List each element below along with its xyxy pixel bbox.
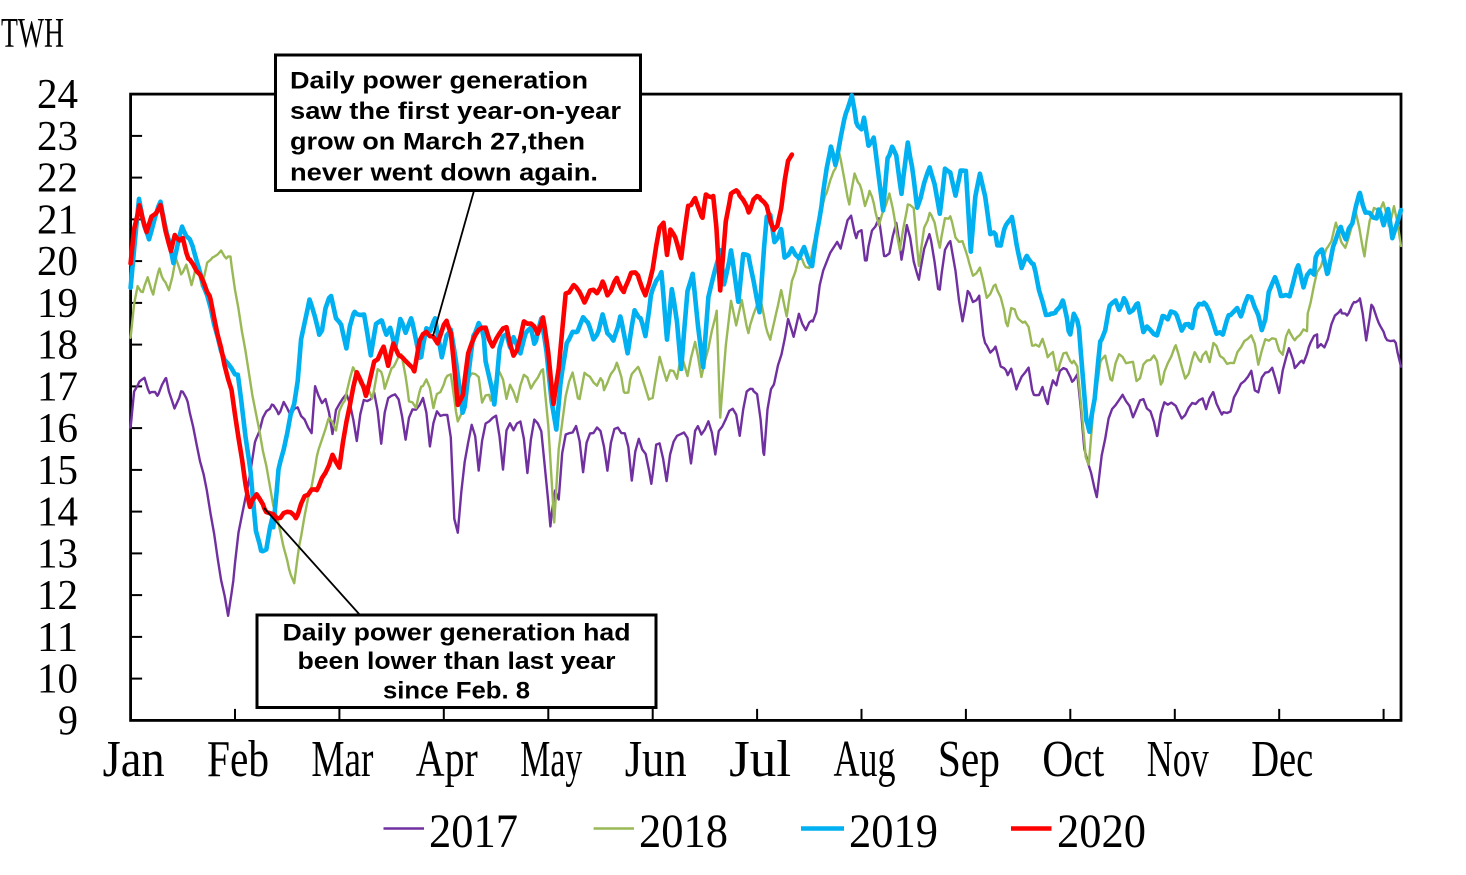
svg-text:Daily power generation had: Daily power generation had (283, 620, 631, 647)
svg-text:Oct: Oct (1042, 731, 1104, 788)
svg-text:Jun: Jun (625, 731, 687, 788)
svg-text:9: 9 (58, 698, 78, 744)
svg-text:12: 12 (37, 573, 78, 619)
svg-text:2019: 2019 (849, 805, 938, 858)
svg-text:16: 16 (37, 406, 78, 452)
svg-text:been lower than last year: been lower than last year (298, 648, 616, 675)
svg-text:Jul: Jul (729, 731, 791, 788)
svg-text:never went down again.: never went down again. (290, 159, 598, 186)
svg-text:since Feb. 8: since Feb. 8 (383, 678, 530, 705)
svg-text:grow on March 27,then: grow on March 27,then (290, 129, 585, 156)
svg-text:11: 11 (37, 615, 78, 661)
svg-text:TWH: TWH (1, 11, 64, 57)
svg-text:22: 22 (37, 156, 78, 202)
svg-text:10: 10 (37, 657, 78, 703)
svg-text:13: 13 (37, 531, 78, 577)
svg-text:Jan: Jan (103, 731, 165, 788)
svg-text:Nov: Nov (1147, 731, 1209, 788)
svg-text:17: 17 (37, 364, 78, 410)
svg-text:18: 18 (37, 323, 78, 369)
svg-text:23: 23 (37, 114, 78, 160)
svg-text:2020: 2020 (1057, 805, 1146, 858)
svg-text:20: 20 (37, 239, 78, 285)
svg-text:2017: 2017 (429, 805, 518, 858)
svg-text:15: 15 (37, 448, 78, 494)
svg-text:19: 19 (37, 281, 78, 327)
svg-text:Aug: Aug (834, 731, 896, 788)
svg-text:24: 24 (37, 72, 78, 118)
svg-text:14: 14 (37, 490, 78, 536)
svg-text:Mar: Mar (311, 731, 373, 788)
svg-text:2018: 2018 (639, 805, 728, 858)
svg-text:May: May (520, 731, 582, 788)
svg-text:Sep: Sep (938, 731, 1000, 788)
svg-text:Apr: Apr (416, 731, 478, 788)
svg-text:21: 21 (37, 197, 78, 243)
svg-text:Feb: Feb (207, 731, 269, 788)
svg-text:Daily power generation: Daily power generation (290, 68, 588, 95)
svg-text:saw the first year-on-year: saw the first year-on-year (290, 98, 622, 125)
svg-text:Dec: Dec (1251, 731, 1313, 788)
